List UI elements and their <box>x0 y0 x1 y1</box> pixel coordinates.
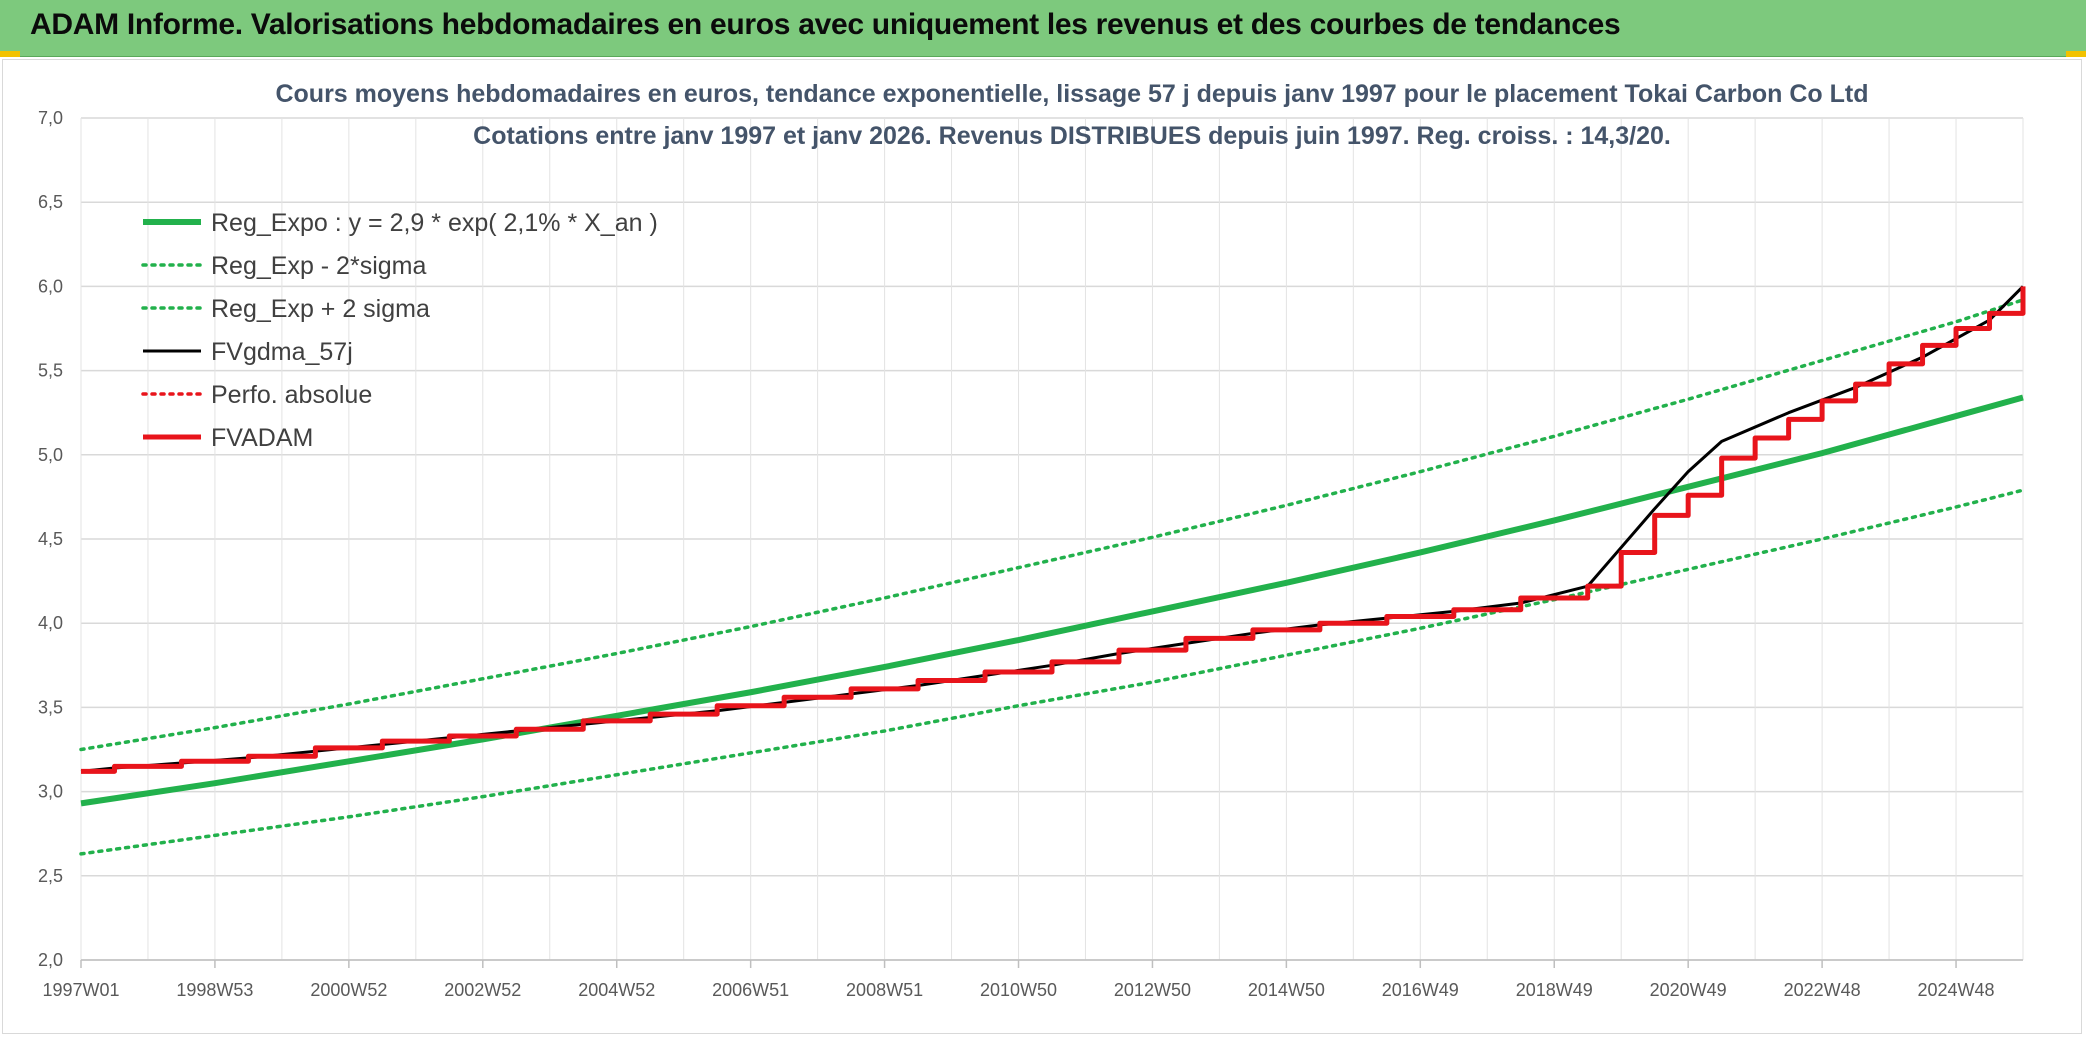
chart-frame: 2,0 2,5 3,0 3,5 4,0 4,5 5,0 5,5 6,0 6,5 7,0 1997W01… <box>2 59 2082 1034</box>
y-tick-label: 7,0 <box>38 108 63 128</box>
y-tick-label: 6,5 <box>38 192 63 212</box>
y-tick-label: 3,0 <box>38 782 63 802</box>
x-tick-label: 2014W50 <box>1248 980 1325 1000</box>
series-line-0 <box>80 394 2024 807</box>
x-tick-label: 2012W50 <box>1114 980 1191 1000</box>
y-tick-label: 4,5 <box>38 529 63 549</box>
x-tick-label: 1997W01 <box>42 980 119 1000</box>
y-tick-label: 5,0 <box>38 445 63 465</box>
chart-title-line1: Cours moyens hebdomadaires en euros, ten… <box>275 80 1868 108</box>
legend-label-2: Reg_Exp + 2 sigma <box>211 295 430 323</box>
x-tick-label: 2022W48 <box>1784 980 1861 1000</box>
y-tick-label: 2,5 <box>38 866 63 886</box>
x-tick-label: 2024W48 <box>1918 980 1995 1000</box>
banner-accent-right <box>2066 51 2086 57</box>
y-tick-label: 5,5 <box>38 361 63 381</box>
series-line-5 <box>81 286 2026 774</box>
legend-label-0: Reg_Expo : y = 2,9 * exp( 2,1% * X_an ) <box>211 209 658 237</box>
y-tick-label: 3,5 <box>38 697 63 717</box>
chart-title-line2: Cotations entre janv 1997 et janv 2026. … <box>473 122 1671 150</box>
x-tick-label: 2004W52 <box>578 980 655 1000</box>
x-tick-label: 2002W52 <box>444 980 521 1000</box>
x-tick-label: 2010W50 <box>980 980 1057 1000</box>
legend-label-5: FVADAM <box>211 424 313 452</box>
series-line-1 <box>79 488 2025 856</box>
x-tick-label: 2006W51 <box>712 980 789 1000</box>
x-tick-label: 2000W52 <box>310 980 387 1000</box>
y-tick-label: 6,0 <box>38 276 63 296</box>
banner-title: ADAM Informe. Valorisations hebdomadaire… <box>30 8 1621 41</box>
line-chart: 2,0 2,5 3,0 3,5 4,0 4,5 5,0 5,5 6,0 6,5 7,0 1997W01… <box>38 80 2026 1000</box>
banner-accent-left <box>0 51 20 57</box>
x-tick-label: 1998W53 <box>176 980 253 1000</box>
legend-label-1: Reg_Exp - 2*sigma <box>211 252 426 280</box>
y-tick-label: 4,0 <box>38 613 63 633</box>
y-tick-label: 2,0 <box>38 950 63 970</box>
legend-label-3: FVgdma_57j <box>211 338 353 366</box>
series-line-2 <box>79 298 2025 752</box>
legend-label-4: Perfo. absolue <box>211 381 372 409</box>
x-tick-label: 2018W49 <box>1516 980 1593 1000</box>
header-banner: ADAM Informe. Valorisations hebdomadaire… <box>0 0 2086 57</box>
x-tick-label: 2016W49 <box>1382 980 1459 1000</box>
x-tick-label: 2008W51 <box>846 980 923 1000</box>
x-tick-label: 2020W49 <box>1650 980 1727 1000</box>
